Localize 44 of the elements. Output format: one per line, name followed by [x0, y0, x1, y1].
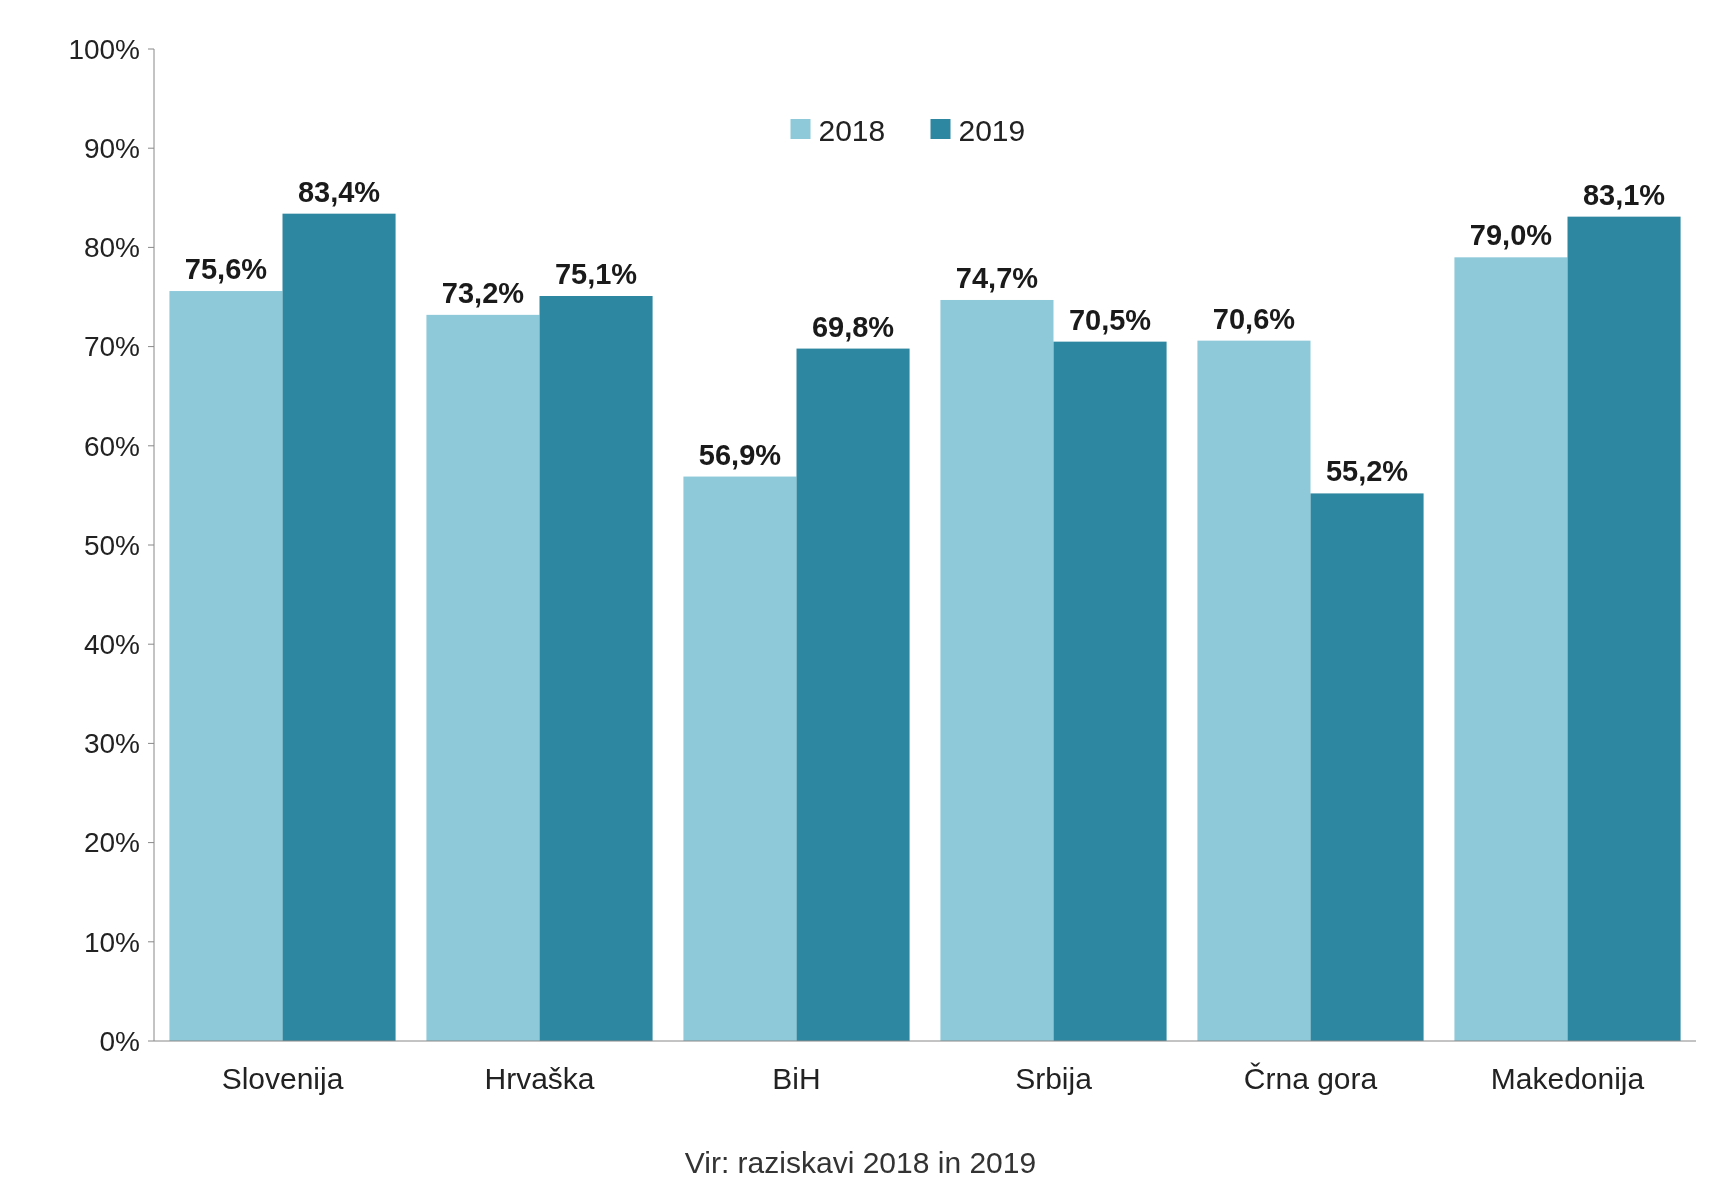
- x-tick-label: Hrvaška: [484, 1062, 595, 1095]
- bar: [940, 299, 1054, 1041]
- bar: [539, 296, 653, 1041]
- y-tick-label: 100%: [68, 33, 140, 65]
- bar: [169, 291, 283, 1041]
- y-tick-label: 60%: [83, 430, 140, 462]
- x-tick-label: BiH: [772, 1062, 821, 1095]
- y-tick-label: 30%: [83, 728, 140, 760]
- data-label: 83,1%: [1582, 178, 1666, 211]
- y-tick-label: 20%: [83, 827, 140, 859]
- bar: [796, 348, 910, 1041]
- data-label: 70,5%: [1068, 303, 1152, 336]
- bar: [1454, 257, 1568, 1041]
- data-label: 55,2%: [1325, 455, 1409, 488]
- data-label: 73,2%: [441, 276, 525, 309]
- y-tick-label: 50%: [83, 529, 140, 561]
- legend-label: 2019: [958, 113, 1026, 147]
- data-label: 75,1%: [554, 258, 638, 291]
- x-tick-label: Slovenija: [221, 1062, 344, 1095]
- bar: [1567, 216, 1681, 1041]
- y-tick-label: 90%: [83, 133, 140, 164]
- legend-label: 2018: [818, 113, 886, 147]
- bar: [1310, 493, 1424, 1041]
- data-label: 75,6%: [184, 253, 268, 286]
- y-tick-label: 40%: [83, 629, 140, 660]
- bar: [426, 314, 540, 1041]
- data-label: 83,4%: [297, 175, 381, 208]
- bar: [1197, 340, 1311, 1041]
- bar: [683, 476, 797, 1041]
- data-label: 70,6%: [1212, 302, 1296, 335]
- bar: [282, 213, 396, 1041]
- data-label: 79,0%: [1469, 219, 1553, 252]
- bar: [1053, 341, 1167, 1041]
- y-tick-label: 0%: [99, 1025, 140, 1057]
- x-tick-label: Srbija: [1015, 1062, 1093, 1095]
- x-tick-label: Makedonija: [1490, 1062, 1645, 1095]
- y-tick-label: 10%: [83, 926, 140, 958]
- data-label: 69,8%: [811, 310, 895, 343]
- data-label: 56,9%: [698, 438, 782, 471]
- y-tick-label: 80%: [83, 232, 140, 264]
- y-tick-label: 70%: [83, 331, 140, 363]
- text: Vir: raziskavi 2018 in 2019: [684, 1146, 1037, 1179]
- data-label: 74,7%: [955, 261, 1039, 294]
- x-tick-label: Črna gora: [1243, 1062, 1378, 1095]
